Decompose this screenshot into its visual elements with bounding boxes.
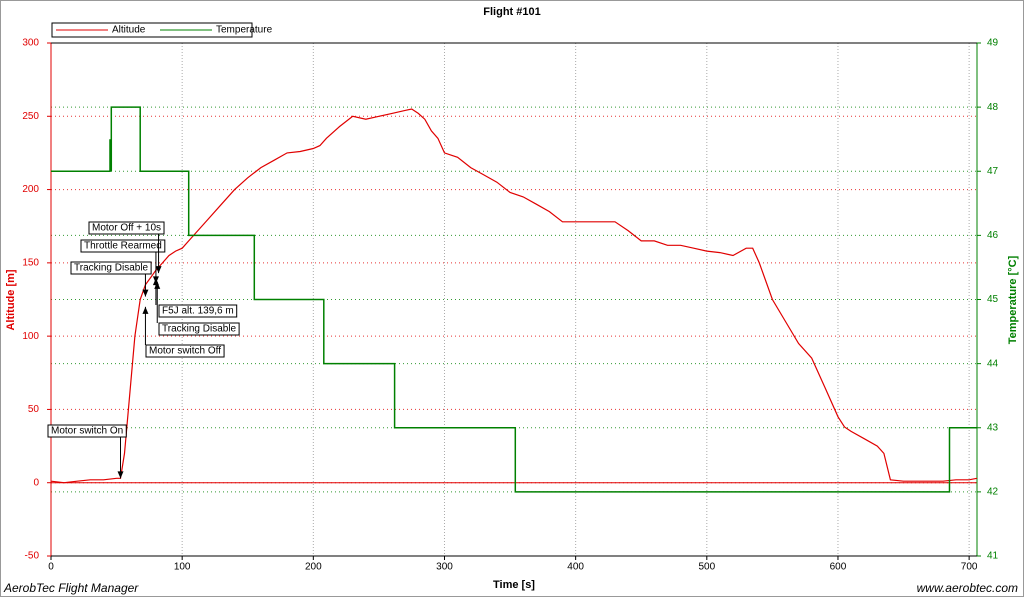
annotation-box xyxy=(47,424,127,438)
annotation-box xyxy=(70,261,152,275)
annotation: Tracking Disable xyxy=(70,261,152,297)
y2-tick-label: 44 xyxy=(987,358,999,369)
series-line xyxy=(51,106,977,493)
annotation-marker xyxy=(142,289,149,297)
x-tick-label: 400 xyxy=(567,562,584,573)
x-tick-label: 600 xyxy=(830,562,847,573)
x-tick-label: 0 xyxy=(48,562,54,573)
x-tick-label: 100 xyxy=(174,562,191,573)
x-tick-label: 200 xyxy=(305,562,322,573)
annotation-marker xyxy=(154,281,161,289)
y-axis-label: Altitude [m] xyxy=(5,269,17,330)
annotation: Tracking Disable xyxy=(154,281,240,336)
series-line xyxy=(50,108,978,484)
annotation-label: Throttle Rearmed xyxy=(84,241,162,252)
annotation-marker xyxy=(142,306,149,314)
y2-tick-label: 49 xyxy=(987,38,999,49)
annotation: Throttle Rearmed xyxy=(80,239,166,284)
annotation: Motor switch Off xyxy=(142,306,225,358)
legend-label: Altitude xyxy=(112,25,146,36)
footer-right: www.aerobtec.com xyxy=(917,581,1018,595)
y-tick-label: 250 xyxy=(22,111,39,122)
y2-tick-label: 45 xyxy=(987,294,999,305)
y-tick-label: 50 xyxy=(28,404,40,415)
plot-area xyxy=(51,43,977,556)
legend-box xyxy=(51,22,253,38)
y2-tick-label: 41 xyxy=(987,551,999,562)
annotation: Motor switch On xyxy=(47,424,127,479)
chart-title: Flight #101 xyxy=(483,6,540,18)
y-tick-label: 150 xyxy=(22,257,39,268)
y-tick-label: 0 xyxy=(33,477,39,488)
annotation-box xyxy=(158,322,240,336)
annotation-label: Motor Off + 10s xyxy=(92,223,161,234)
y-tick-label: 200 xyxy=(22,184,39,195)
y-tick-label: 100 xyxy=(22,331,39,342)
annotation-box xyxy=(80,239,166,253)
annotation-label: Tracking Disable xyxy=(162,324,237,335)
annotation-marker xyxy=(155,266,162,274)
annotation-label: Motor switch Off xyxy=(149,346,221,357)
x-axis-label: Time [s] xyxy=(493,579,535,591)
annotation-label: Tracking Disable xyxy=(74,263,149,274)
y-tick-label: -50 xyxy=(25,551,40,562)
annotation-box xyxy=(88,221,165,235)
annotation-box xyxy=(145,344,225,358)
y2-axis-label: Temperature [°C] xyxy=(1007,255,1019,344)
annotation-label: Motor switch On xyxy=(51,426,123,437)
x-tick-label: 300 xyxy=(436,562,453,573)
x-tick-label: 500 xyxy=(698,562,715,573)
y2-tick-label: 47 xyxy=(987,166,999,177)
y2-tick-label: 48 xyxy=(987,102,999,113)
annotation: Motor Off + 10s xyxy=(88,221,165,274)
annotation-marker xyxy=(117,471,124,479)
annotation-box xyxy=(158,304,238,318)
annotation-label: F5J alt. 139,6 m xyxy=(162,306,234,317)
y2-tick-label: 42 xyxy=(987,487,999,498)
footer-left: AerobTec Flight Manager xyxy=(3,581,139,595)
y-tick-label: 300 xyxy=(22,38,39,49)
y2-tick-label: 46 xyxy=(987,230,999,241)
legend-label: Temperature xyxy=(216,25,273,36)
y2-tick-label: 43 xyxy=(987,422,999,433)
x-tick-label: 700 xyxy=(961,562,978,573)
